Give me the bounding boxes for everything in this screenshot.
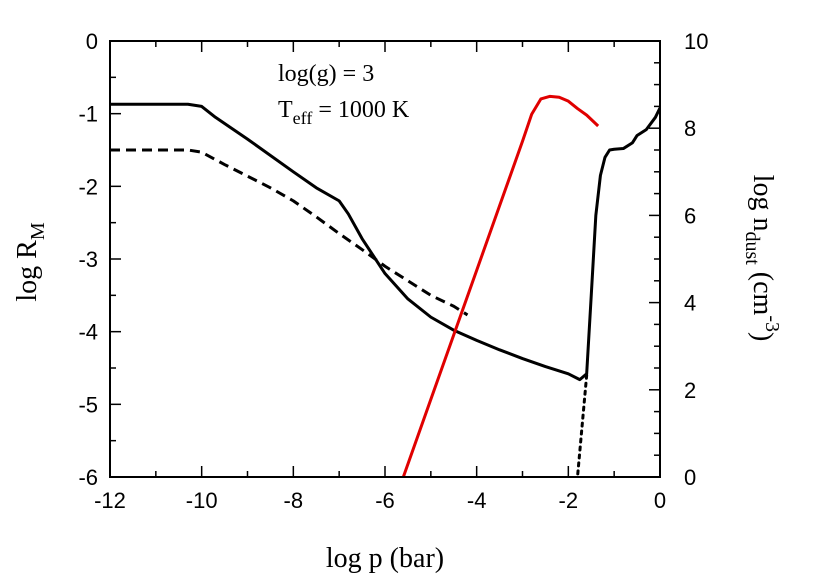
y-right-axis-title-mid: (cm [747,265,778,316]
x-tick-label: -10 [186,488,218,513]
x-tick-label: -8 [284,488,304,513]
annotation-teff-rest: = 1000 K [312,97,410,123]
y-left-tick-label: -5 [78,392,98,417]
y-right-axis-title-suffix: ) [747,332,778,341]
y-right-tick-label: 10 [684,29,708,54]
y-right-axis-title: log ndust (cm-3) [741,175,783,342]
series-line-0 [110,102,660,382]
y-left-tick-label: -4 [78,320,98,345]
y-left-tick-label: -3 [78,247,98,272]
series-line-3 [401,94,600,477]
y-left-tick-label: -2 [78,174,98,199]
y-right-tick-label: 2 [684,378,696,403]
x-tick-label: -4 [467,488,487,513]
y-right-axis-title-sup: -3 [761,315,783,332]
x-tick-label: -12 [94,488,126,513]
y-left-tick-label: 0 [86,29,98,54]
y-left-axis-title-sub: M [27,222,49,240]
series-line-1 [110,148,469,317]
y-right-tick-label: 4 [684,291,696,316]
x-tick-label: 0 [654,488,666,513]
y-left-axis-title-base: log R [12,240,43,302]
x-axis-title: log p (bar) [326,543,444,574]
y-left-tick-label: -6 [78,465,98,490]
x-tick-label: -6 [375,488,395,513]
y-right-axis-title-sub: dust [741,231,763,265]
series-layer [110,94,660,477]
annotation-teff: Teff = 1000 K [278,97,410,128]
y-right-axis-title-prefix: log n [747,175,778,232]
y-left-axis-title: log RM [12,222,49,301]
x-tick-label: -2 [559,488,579,513]
y-right-tick-label: 6 [684,203,696,228]
y-right-tick-label: 8 [684,116,696,141]
series-line-2 [576,373,589,477]
y-left-tick-label: -1 [78,102,98,127]
annotation-logg: log(g) = 3 [278,61,374,87]
annotation-teff-base: T [278,97,293,123]
y-right-tick-label: 0 [684,465,696,490]
annotation-teff-sub: eff [293,108,313,128]
